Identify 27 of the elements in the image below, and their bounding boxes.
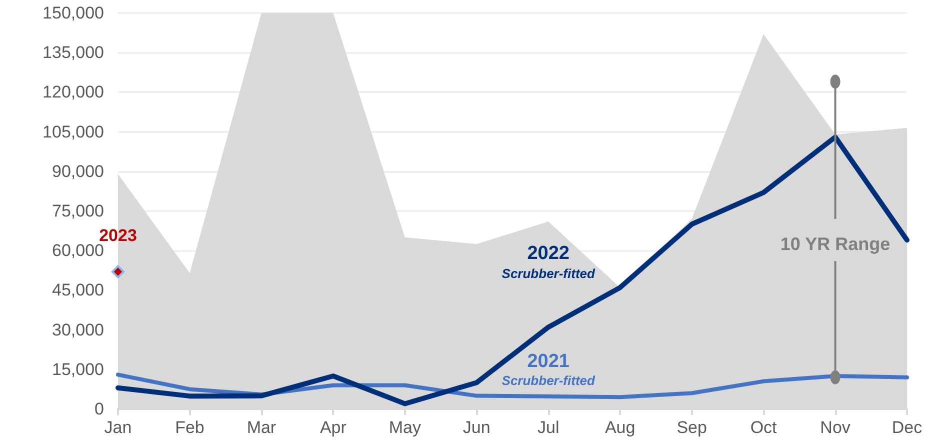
x-tick-label: Mar [246, 418, 276, 437]
x-tick-label: Dec [892, 418, 923, 437]
x-tick-label: Jun [462, 418, 490, 437]
x-tick-label: Nov [820, 418, 851, 437]
x-tick-label: Jan [104, 418, 132, 437]
y-tick-label: 45,000 [52, 280, 104, 300]
x-tick-label: Oct [750, 418, 778, 437]
annotation: Scrubber-fitted [502, 373, 596, 388]
y-tick-label: 90,000 [52, 162, 104, 181]
y-tick-label: 0 [94, 400, 104, 418]
series-label: 10 YR Range [780, 234, 890, 254]
y-tick-label: 30,000 [52, 320, 104, 340]
y-tick-label: 75,000 [52, 202, 104, 220]
x-tick-label: Sep [676, 418, 707, 437]
annotation: Scrubber-fitted [502, 266, 596, 281]
series-label: 2021 [527, 351, 570, 372]
y-tick-label: 120,000 [42, 82, 104, 102]
y-tick-label: 15,000 [52, 360, 104, 379]
x-tick-label: Apr [320, 418, 347, 437]
x-tick-label: May [388, 418, 422, 437]
text: 2022 [527, 243, 570, 264]
x-tick-label: Jul [537, 418, 560, 437]
x-tick-label: Feb [175, 418, 204, 437]
x-tick-label: Aug [604, 418, 636, 437]
y-tick-label: 135,000 [42, 43, 104, 62]
y-tick-label: 105,000 [42, 122, 104, 142]
y-tick-label: 150,000 [42, 4, 104, 22]
